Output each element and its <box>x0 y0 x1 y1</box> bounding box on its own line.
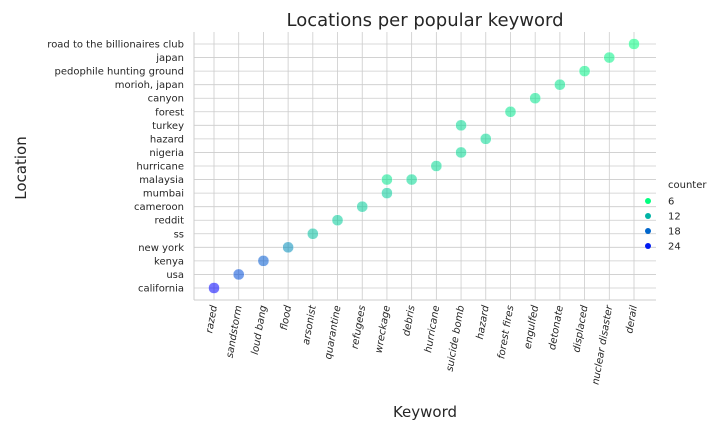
legend-label: 18 <box>668 227 681 238</box>
x-tick-label: debris <box>401 305 417 337</box>
data-point <box>479 133 492 145</box>
data-point <box>455 119 467 132</box>
x-tick-label: loud bang <box>250 305 270 356</box>
y-tick-label: forest <box>155 107 184 118</box>
data-point <box>208 282 220 294</box>
data-point <box>381 187 393 199</box>
y-tick-label: new york <box>138 243 184 254</box>
x-tick-label: engulfed <box>523 304 542 350</box>
y-tick-label: canyon <box>148 94 184 105</box>
legend-label: 24 <box>668 242 681 253</box>
legend: counter 6 12 18 24 <box>645 180 707 253</box>
x-tick-labels: razed sandstorm loud bang flood arsonist quar… <box>204 304 640 386</box>
x-tick-label: sandstorm <box>225 304 245 358</box>
data-point <box>306 227 319 240</box>
legend-marker <box>645 228 651 234</box>
y-tick-label: malaysia <box>139 175 184 186</box>
data-point <box>381 173 393 186</box>
x-tick-label: arsonist <box>301 304 319 346</box>
data-point <box>455 146 467 159</box>
data-point <box>504 105 517 118</box>
data-points <box>208 38 640 294</box>
y-tick-label: kenya <box>154 256 184 267</box>
legend-label: 12 <box>668 212 681 223</box>
legend-marker <box>645 213 651 219</box>
legend-marker <box>645 198 651 204</box>
x-tick-label: detonate <box>547 305 566 351</box>
x-tick-label: razed <box>204 304 220 334</box>
y-tick-label: road to the billionaires club <box>47 40 184 51</box>
data-point <box>578 65 591 77</box>
y-tick-label: hazard <box>150 134 184 145</box>
y-tick-label: california <box>138 284 184 295</box>
y-tick-label: japan <box>155 53 184 64</box>
y-tick-label: mumbai <box>143 189 184 200</box>
y-tick-label: pedophile hunting ground <box>55 67 185 78</box>
data-point <box>232 268 245 281</box>
y-tick-label: usa <box>166 270 184 281</box>
data-point <box>603 51 616 64</box>
data-point <box>331 214 344 227</box>
chart-title: Locations per popular keyword <box>286 10 563 31</box>
legend-marker <box>645 243 651 249</box>
x-tick-label: nuclear disaster <box>590 304 615 386</box>
legend-label: 6 <box>668 197 674 208</box>
y-tick-label: ss <box>174 229 184 240</box>
legend-title: counter <box>668 180 707 191</box>
x-tick-label: displaced <box>571 304 590 353</box>
data-point <box>430 160 443 172</box>
x-tick-label: wreckage <box>374 305 393 355</box>
data-point <box>405 173 418 186</box>
y-tick-labels: california usa kenya new york ss reddit camero… <box>47 40 184 295</box>
data-point <box>282 241 294 254</box>
data-point <box>554 78 566 91</box>
y-tick-label: reddit <box>155 216 185 227</box>
x-tick-label: hurricane <box>423 305 442 354</box>
y-tick-label: turkey <box>152 121 184 132</box>
x-axis-label: Keyword <box>393 403 457 421</box>
y-tick-label: morioh, japan <box>115 80 184 91</box>
x-tick-label: quarantine <box>323 305 343 361</box>
y-tick-label: hurricane <box>136 162 184 173</box>
grid-lines <box>194 32 656 300</box>
data-point <box>628 38 640 50</box>
y-tick-label: nigeria <box>149 148 184 159</box>
x-tick-label: forest fires <box>496 305 516 360</box>
x-tick-label: refugees <box>350 305 368 350</box>
x-tick-label: hazard <box>475 304 492 340</box>
axes-spines <box>193 32 656 301</box>
x-tick-label: suicide bomb <box>445 305 467 373</box>
data-point <box>356 200 369 213</box>
y-tick-label: cameroon <box>134 202 184 213</box>
y-axis-label: Location <box>12 136 30 199</box>
data-point <box>529 92 542 105</box>
x-tick-label: flood <box>279 304 294 331</box>
x-tick-label: derail <box>624 304 640 334</box>
data-point <box>257 255 270 267</box>
